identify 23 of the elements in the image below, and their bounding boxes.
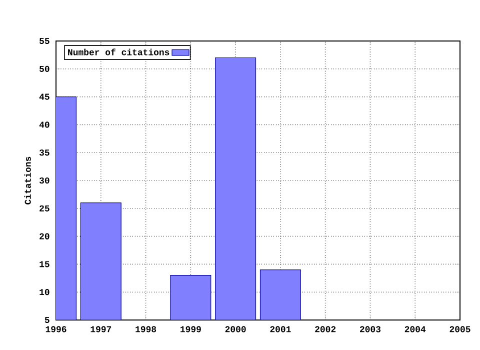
- y-tick-label: 35: [39, 150, 50, 156]
- x-tick-label: 2004: [404, 326, 426, 332]
- x-tick-label: 2001: [270, 326, 291, 332]
- y-tick-label: 55: [40, 38, 50, 44]
- x-tick-label: 1998: [136, 326, 156, 332]
- x-tick-label: 2000: [225, 326, 246, 332]
- y-tick-label: 25: [40, 205, 50, 212]
- x-tick-label: 2003: [360, 326, 381, 332]
- legend-label: Number of citations: [68, 48, 170, 56]
- x-tick-label: 1999: [180, 326, 201, 332]
- y-tick-label: 45: [39, 94, 50, 100]
- x-tick-label: 2002: [315, 326, 336, 332]
- x-tick-label: 2005: [450, 326, 470, 332]
- y-tick-label: 10: [40, 289, 50, 296]
- y-tick-label: 40: [39, 122, 50, 128]
- y-tick-label: 20: [40, 233, 50, 240]
- y-tick-label: 30: [39, 177, 50, 184]
- y-axis-title: Citations: [24, 156, 31, 204]
- y-tick-label: 15: [40, 261, 50, 268]
- x-tick-label: 1996: [46, 326, 66, 332]
- y-tick-label: 5: [44, 317, 50, 324]
- y-tick-label: 50: [40, 66, 50, 72]
- x-tick-label: 1997: [90, 326, 112, 332]
